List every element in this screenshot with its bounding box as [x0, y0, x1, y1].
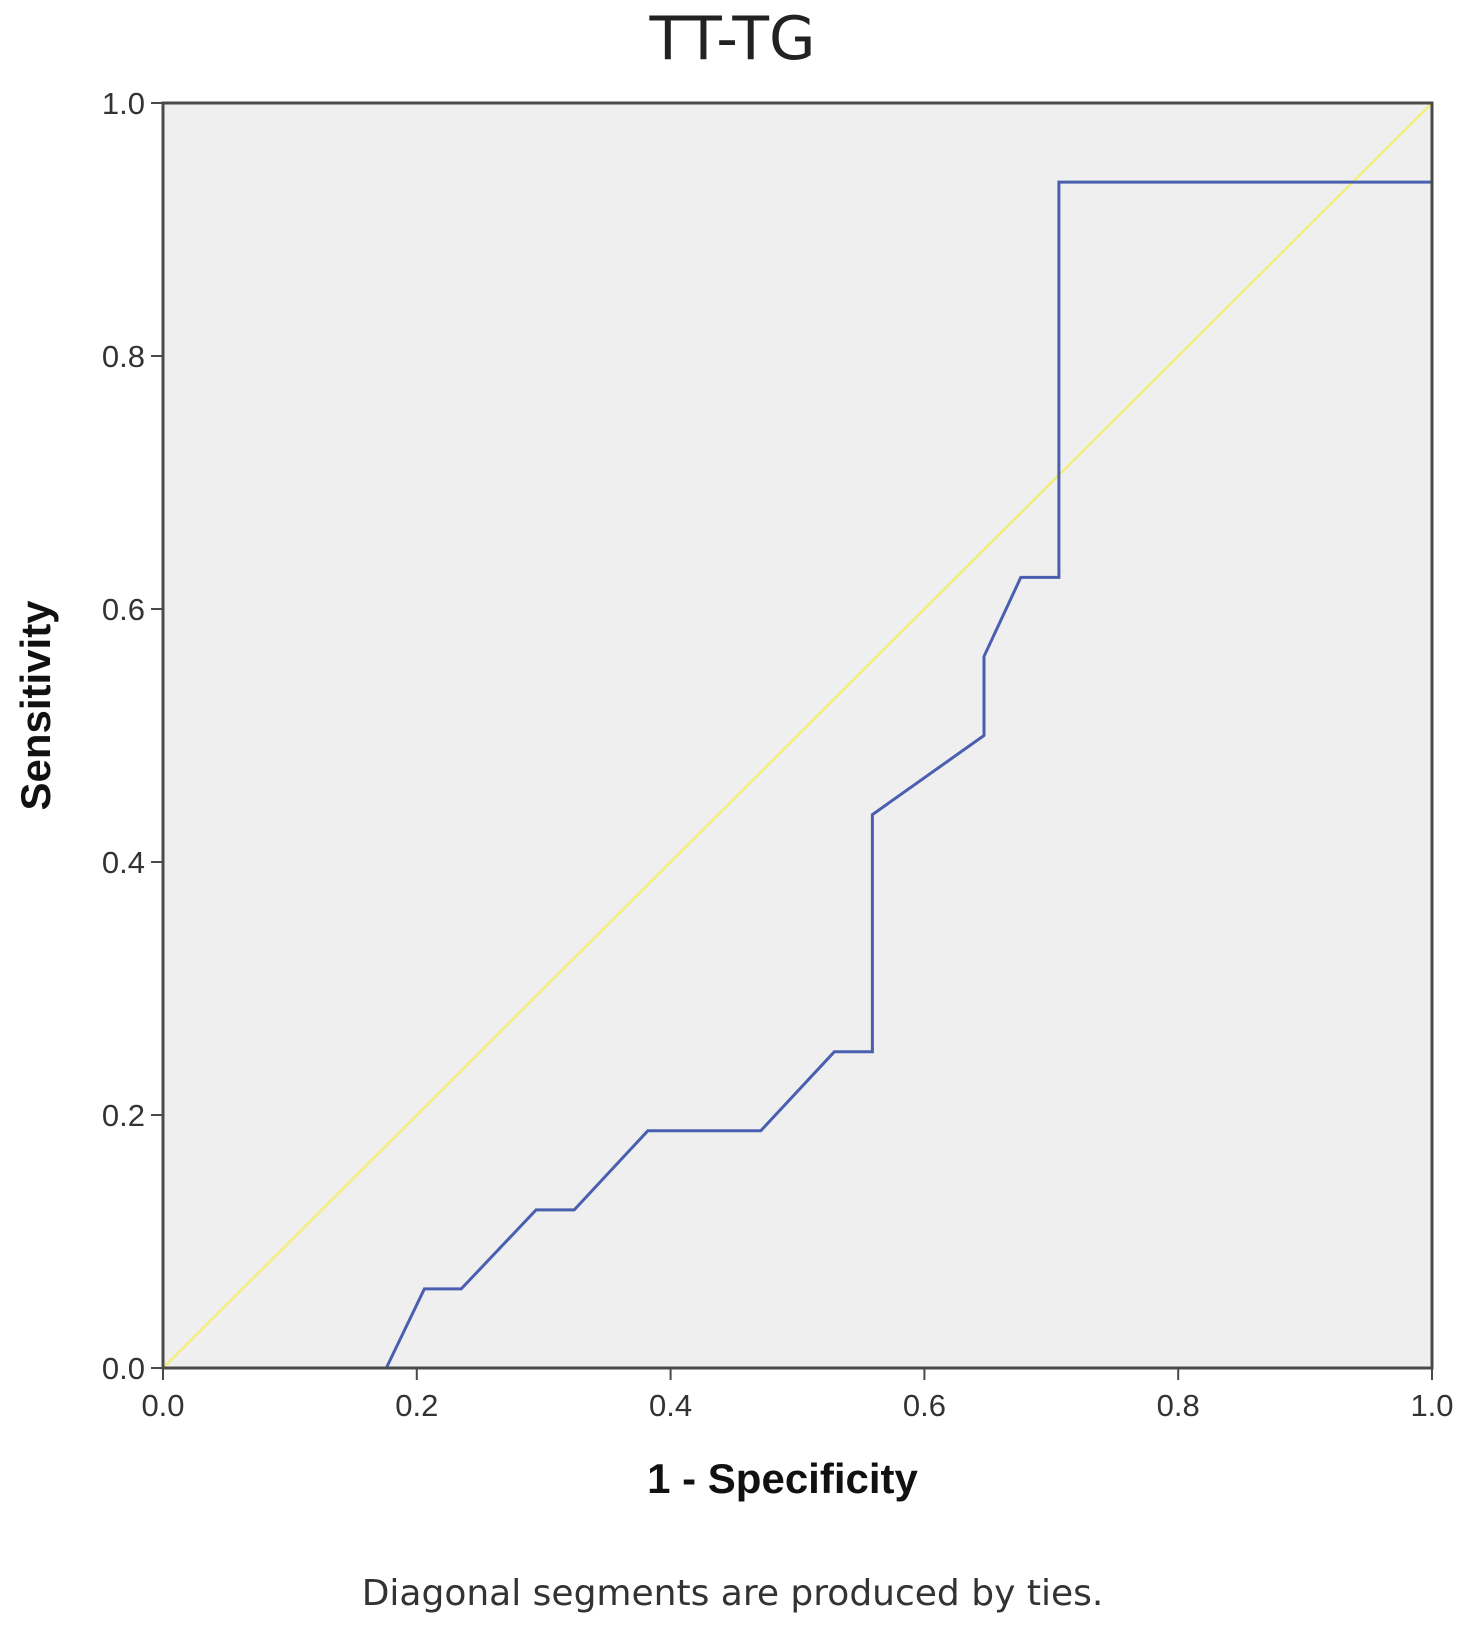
y-axis-label: Sensitivity — [12, 600, 59, 811]
y-tick-label: 0.4 — [102, 845, 145, 880]
roc-curve-line — [163, 103, 1434, 1370]
x-axis-ticks: 0.0 0.2 0.4 0.6 0.8 1.0 — [141, 1368, 1454, 1423]
x-tick-label: 0.0 — [141, 1388, 184, 1423]
x-axis-label: 1 - Specificity — [647, 1455, 918, 1502]
reference-diagonal-line — [162, 102, 1433, 1369]
x-tick-label: 0.6 — [903, 1388, 946, 1423]
y-tick-label: 0.2 — [102, 1098, 145, 1133]
y-tick-label: 0.0 — [102, 1351, 145, 1386]
series-layer — [162, 102, 1434, 1370]
footnote: Diagonal segments are produced by ties. — [361, 1573, 1104, 1614]
x-tick-label: 0.8 — [1157, 1388, 1200, 1423]
y-tick-label: 0.8 — [102, 339, 145, 374]
plot-frame — [161, 101, 1434, 1370]
y-tick-label: 0.6 — [102, 592, 145, 627]
x-tick-label: 0.2 — [395, 1388, 438, 1423]
x-tick-label: 1.0 — [1410, 1388, 1453, 1423]
y-tick-label: 1.0 — [102, 86, 145, 121]
y-axis-ticks: 0.0 0.2 0.4 0.6 0.8 1.0 — [102, 86, 163, 1386]
chart-title: TT-TG — [649, 4, 816, 74]
x-tick-label: 0.4 — [649, 1388, 692, 1423]
